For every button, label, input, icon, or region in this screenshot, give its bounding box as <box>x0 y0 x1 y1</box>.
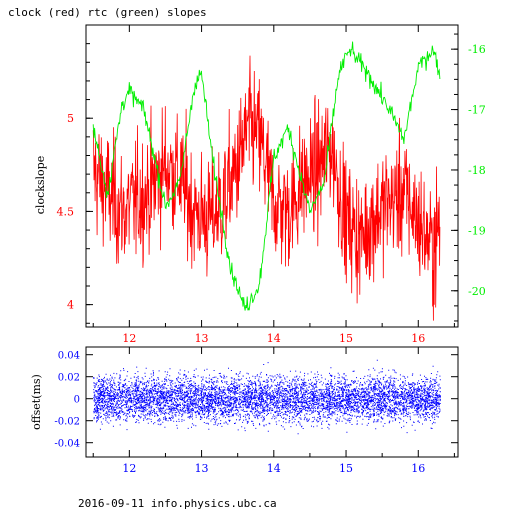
offset-panel: 12 13 14 15 16 0.04 0.02 0 -0.02 -0.04 offset(ms) <box>30 346 459 475</box>
offset-y-tick-label-0: 0 <box>74 395 80 406</box>
page-title: clock (red) rtc (green) slopes <box>8 6 207 19</box>
offset-x-tick-label-14: 14 <box>267 462 281 475</box>
offset-y-tick-label--0.04: -0.04 <box>54 439 80 450</box>
offset-scatter-points <box>93 359 441 435</box>
offset-x-tick-label-15: 15 <box>339 462 353 475</box>
offset-y-tick-label-0.02: 0.02 <box>58 373 80 384</box>
y2-tick-label--18: -18 <box>468 164 486 177</box>
clock-series-line <box>92 55 441 321</box>
y-tick-label-4: 4 <box>67 299 74 312</box>
y-tick-label-4.5: 4.5 <box>57 205 75 218</box>
slopes-axes: 12 13 14 15 16 4 4.5 5 -16 -17 -18 -19 -20 <box>57 25 486 345</box>
offset-x-tick-label-13: 13 <box>195 462 209 475</box>
y2-tick-label--17: -17 <box>468 104 486 117</box>
y2-tick-label--20: -20 <box>468 285 486 298</box>
y2-tick-label--19: -19 <box>468 224 486 237</box>
x-tick-label-15: 15 <box>339 332 353 345</box>
slopes-panel: 12 13 14 15 16 4 4.5 5 -16 -17 -18 -19 -20 clockslop… <box>34 24 486 345</box>
offset-plot-frame <box>85 346 459 458</box>
rtc-series-line <box>92 41 441 311</box>
offset-x-tick-label-12: 12 <box>122 462 136 475</box>
slopes-y-axis-label: clockslope <box>34 156 47 214</box>
footer-caption: 2016-09-11 info.physics.ubc.ca <box>78 497 277 510</box>
slopes-plot-frame <box>85 24 459 328</box>
x-tick-label-16: 16 <box>411 332 425 345</box>
offset-axes: 12 13 14 15 16 0.04 0.02 0 -0.02 -0.04 <box>54 347 458 475</box>
x-tick-label-14: 14 <box>267 332 281 345</box>
offset-series-group <box>93 359 441 435</box>
x-tick-label-13: 13 <box>195 332 209 345</box>
y-tick-label-5: 5 <box>67 112 74 125</box>
offset-x-tick-label-16: 16 <box>411 462 425 475</box>
offset-y-tick-label--0.02: -0.02 <box>54 417 80 428</box>
y2-tick-label--16: -16 <box>468 43 486 56</box>
offset-y-tick-label-0.04: 0.04 <box>58 351 80 362</box>
slopes-series-group <box>92 41 441 321</box>
x-tick-label-12: 12 <box>122 332 136 345</box>
offset-y-axis-label: offset(ms) <box>30 374 43 430</box>
